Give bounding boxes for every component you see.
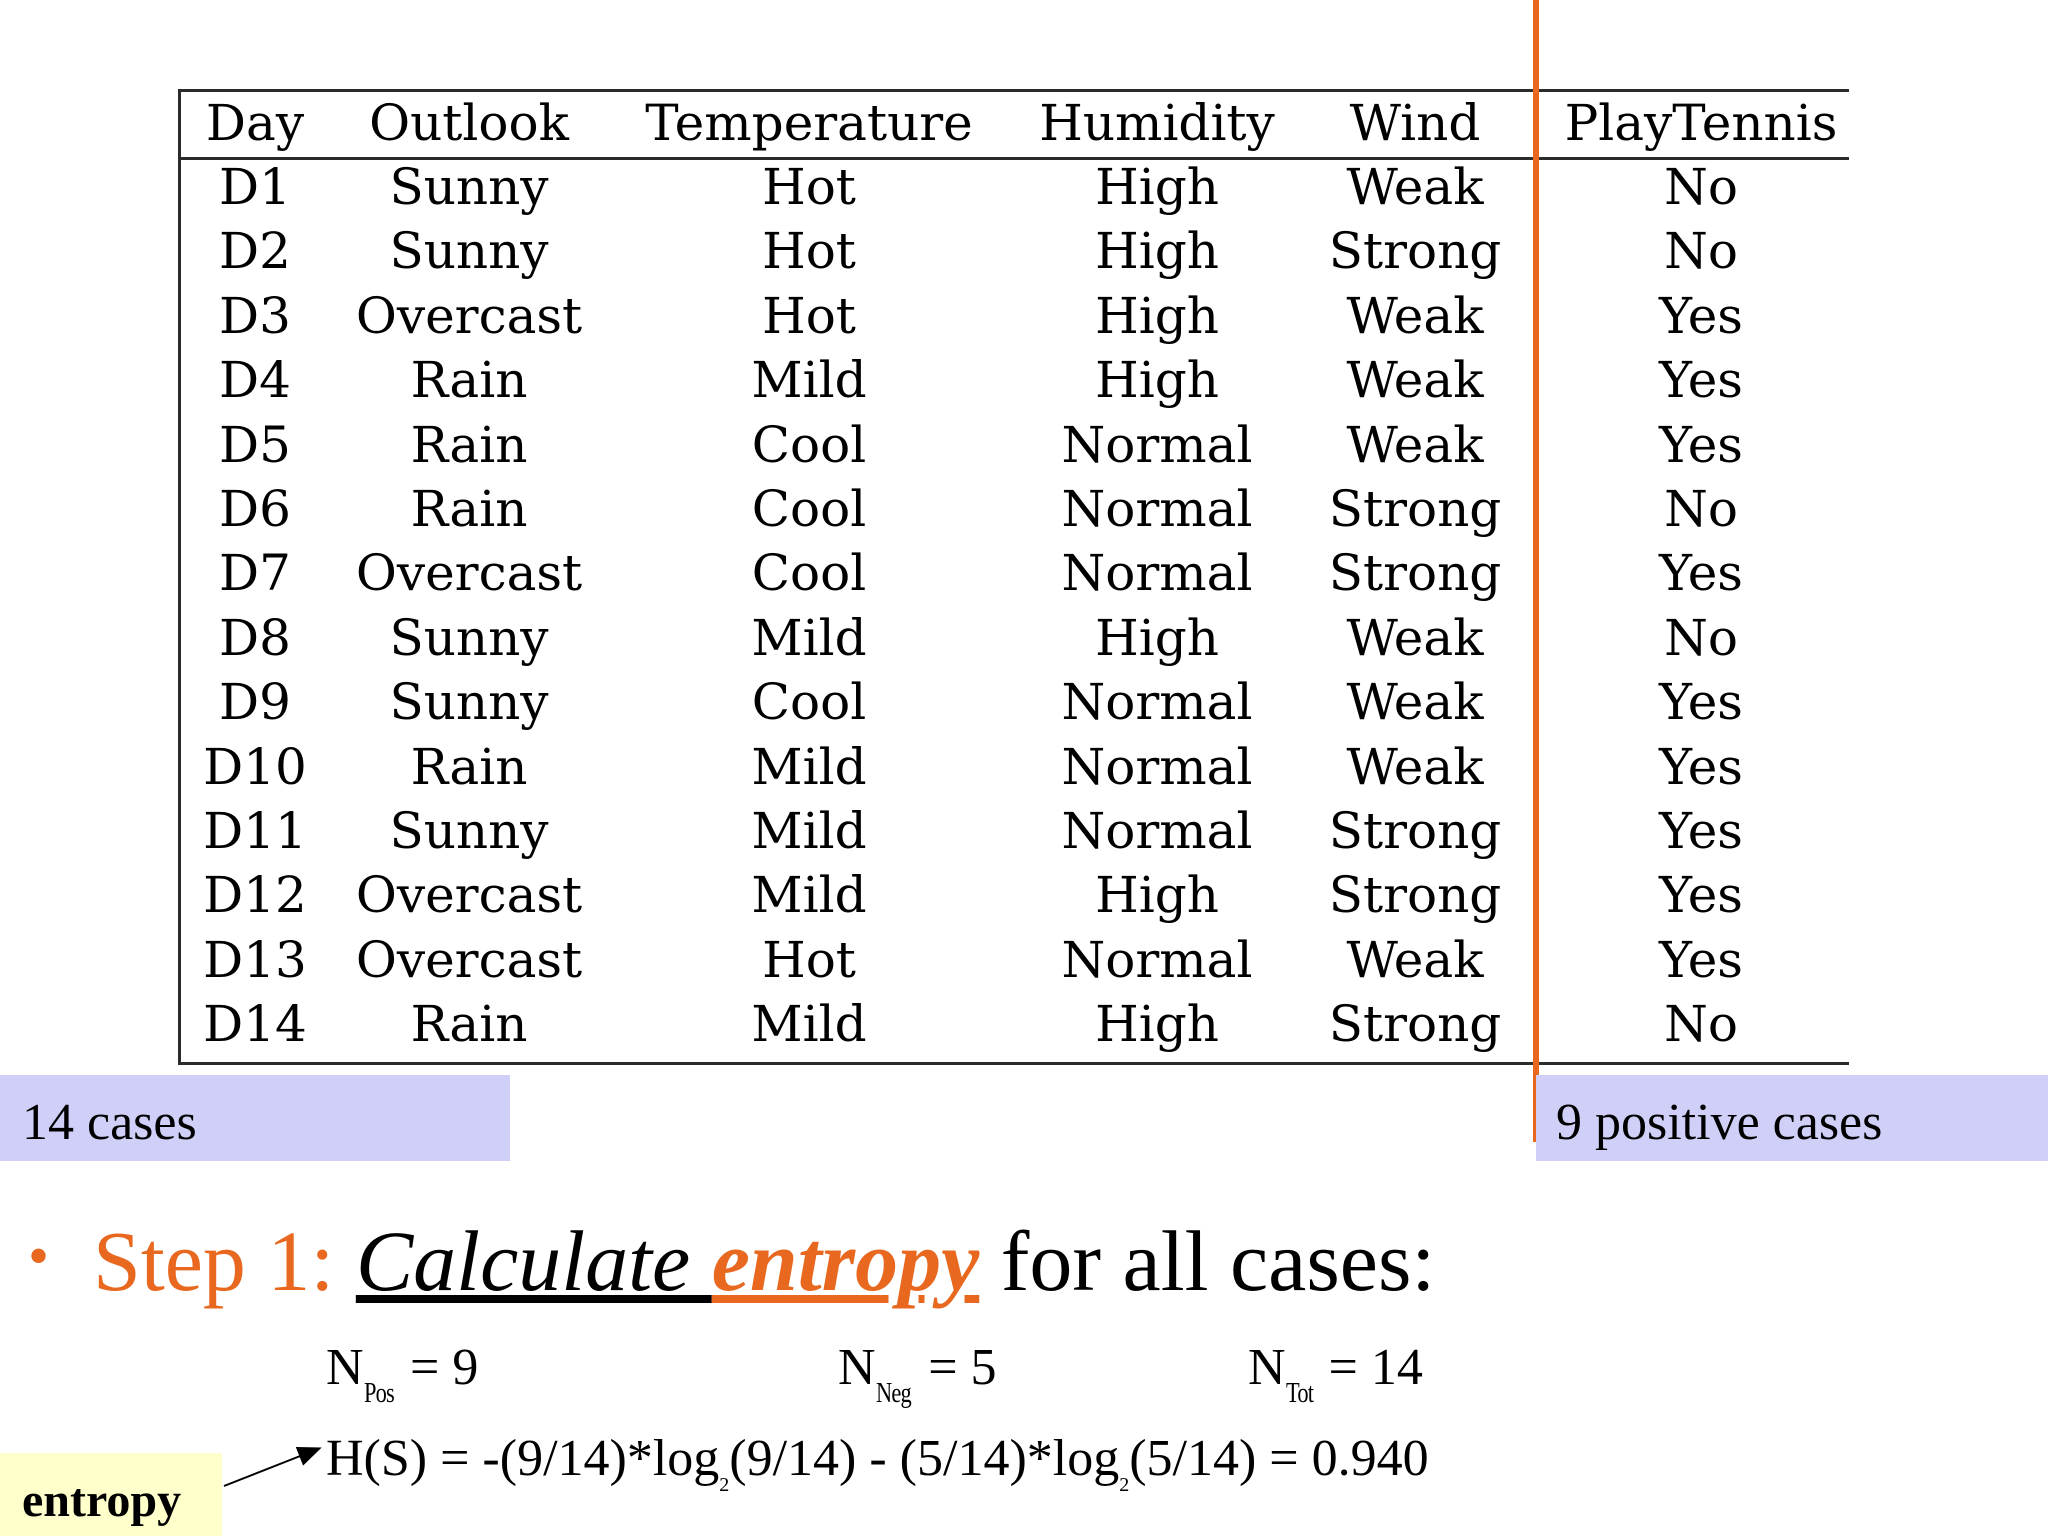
positive-cases-callout: 9 positive cases (1536, 1075, 2048, 1161)
formula-part-2: (9/14) - (5/14)*log (729, 1430, 1120, 1487)
total-cases-callout: 14 cases (0, 1075, 510, 1161)
table-row: D9 Sunny Cool Normal Weak Yes (219, 673, 1743, 732)
n-pos-letter: N (326, 1339, 364, 1396)
n-pos-sub: Pos (363, 1378, 395, 1409)
formula-part-1: H(S) = -(9/14)*log (326, 1430, 720, 1487)
table-row: D8 Sunny Mild High Weak No (219, 608, 1738, 667)
table-row: D10 Rain Mild Normal Weak Yes (203, 737, 1743, 796)
formula-log-base-2: 2 (1119, 1474, 1130, 1496)
n-neg-value: = 5 (915, 1339, 997, 1396)
entropy-label: entropy (0, 1453, 222, 1536)
n-tot-value: = 14 (1315, 1339, 1423, 1396)
bullet-icon: • (28, 1223, 50, 1289)
n-pos: NPos = 9 (326, 1339, 479, 1408)
table-row: D4 Rain Mild High Weak Yes (219, 351, 1743, 410)
table-header-row: Day Outlook Temperature Humidity Wind Pl… (205, 94, 1838, 152)
table-row: D13 Overcast Hot Normal Weak Yes (203, 930, 1743, 989)
step-entropy-word: entropy (711, 1213, 980, 1309)
table-row: D7 Overcast Cool Normal Strong Yes (219, 544, 1743, 603)
step-prefix: Step 1: (93, 1213, 356, 1309)
step-1-heading: • Step 1: Calculate entropy for all cases… (28, 1218, 1435, 1304)
n-neg-letter: N (838, 1339, 876, 1396)
table-row: D1 Sunny Hot High Weak No (219, 158, 1738, 216)
play-tennis-table: Day Outlook Temperature Humidity Wind Pl… (178, 89, 1849, 1065)
header-divider (181, 157, 1849, 160)
n-tot: NTot = 14 (1248, 1339, 1423, 1408)
n-neg: NNeg = 5 (838, 1339, 997, 1408)
n-pos-value: = 9 (397, 1339, 479, 1396)
entropy-formula: H(S) = -(9/14)*log2(9/14) - (5/14)*log2(… (326, 1430, 1429, 1496)
table-row: D6 Rain Cool Normal Strong No (219, 480, 1738, 538)
step-suffix: for all cases: (979, 1213, 1436, 1309)
table-row: D5 Rain Cool Normal Weak Yes (219, 415, 1743, 474)
table-row: D12 Overcast Mild High Strong Yes (203, 866, 1743, 925)
positive-cases-divider (1533, 0, 1539, 1142)
table-row: D14 Rain Mild High Strong No (203, 995, 1738, 1054)
table-row: D11 Sunny Mild Normal Strong Yes (203, 802, 1743, 860)
table-row: D3 Overcast Hot High Weak Yes (219, 286, 1743, 345)
step-calculate: Calculate (355, 1213, 712, 1309)
formula-part-3: (5/14) = 0.940 (1129, 1430, 1429, 1487)
n-tot-sub: Tot (1285, 1378, 1314, 1409)
table-row: D2 Sunny Hot High Strong No (219, 222, 1738, 281)
formula-log-base-1: 2 (719, 1474, 730, 1496)
n-neg-sub: Neg (875, 1378, 912, 1409)
n-tot-letter: N (1248, 1339, 1286, 1396)
